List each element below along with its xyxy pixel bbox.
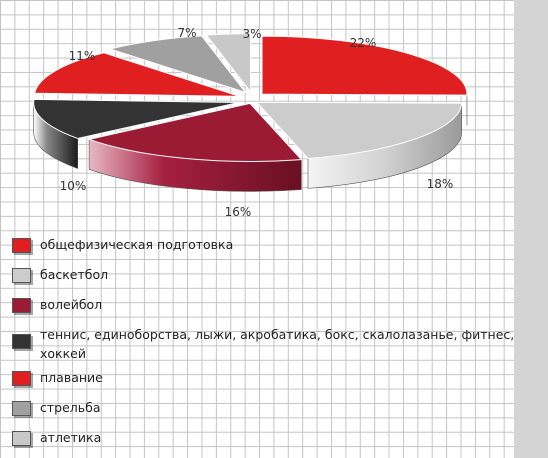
legend-label-3: теннис, единоборства, лыжи, акробатика, … [40,327,515,361]
legend-item: теннис, единоборства, лыжи, акробатика, … [10,324,548,367]
pie-slice-5 [108,35,248,94]
pie-slice-top-1 [255,101,463,159]
legend-item: плавание [10,367,548,397]
legend-swatch-6 [12,431,31,446]
side-panel [514,0,548,458]
legend-item: общефизическая подготовка [10,234,548,264]
data-label-1: 18% [427,177,454,191]
data-label-0: 22% [350,36,377,50]
pie-slice-top-2 [87,102,303,162]
legend-swatch-1 [12,268,31,283]
legend: общефизическая подготовка баскетбол воле… [10,234,548,457]
legend-label-1: баскетбол [40,267,109,282]
pie-slice-6 [205,33,251,94]
pie-slice-top-6 [205,33,251,94]
pie-slice-top-0 [261,35,468,96]
legend-label-0: общефизическая подготовка [40,237,234,252]
pie-slice-4 [34,52,240,97]
legend-label-5: стрельба [40,400,101,415]
legend-item: стрельба [10,397,548,427]
data-label-3: 10% [60,179,87,193]
pie-chart: 22% 18% 16% 10% 11% 7% 3% [33,26,468,219]
legend-item: волейбол [10,294,548,324]
pie-slice-top-3 [33,98,239,139]
data-label-6: 3% [242,27,261,41]
legend-item: атлетика [10,427,548,457]
pie-slice-top-4 [34,52,240,97]
data-label-2: 16% [225,205,252,219]
pie-slice-0 [261,35,468,126]
legend-label-2: волейбол [40,297,103,312]
legend-item: баскетбол [10,264,548,294]
legend-swatch-0 [12,238,31,253]
pie-slice-2 [87,102,303,192]
pie-slice-top-5 [108,35,248,94]
data-label-4: 11% [69,49,96,63]
pie-slice-3 [33,98,239,169]
legend-label-6: атлетика [40,430,102,445]
legend-swatch-2 [12,298,31,313]
legend-swatch-4 [12,371,31,386]
data-label-5: 7% [177,26,196,40]
legend-swatch-3 [12,334,31,349]
pie-slice-1 [255,101,463,189]
legend-swatch-5 [12,401,31,416]
legend-label-4: плавание [40,370,103,385]
